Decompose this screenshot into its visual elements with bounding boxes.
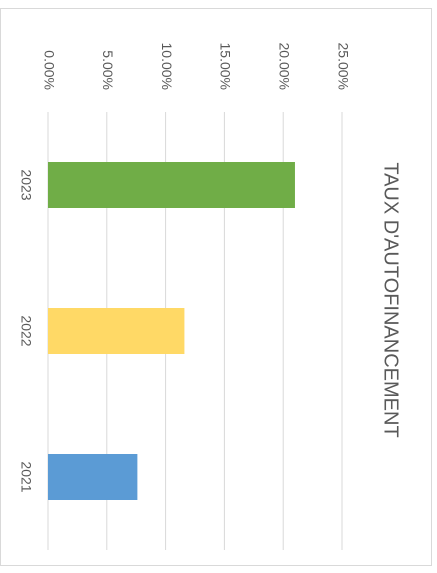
rotated-plot: TAUX D'AUTOFINANCEMENT 0.00% 5.00% 10.00% 1…	[18, 43, 402, 550]
y-tick-label: 20.00%	[276, 43, 292, 90]
y-tick-label: 10.00%	[159, 43, 175, 90]
bar	[48, 308, 185, 354]
x-tick-label: 2022	[18, 315, 34, 346]
y-tick-label: 0.00%	[41, 50, 57, 90]
x-tick-label: 2021	[18, 461, 34, 492]
chart-title: TAUX D'AUTOFINANCEMENT	[380, 162, 402, 437]
y-tick-label: 25.00%	[335, 43, 351, 90]
y-tick-label: 15.00%	[218, 43, 234, 90]
bar	[48, 162, 295, 208]
y-tick-label: 5.00%	[100, 50, 116, 90]
x-tick-label: 2023	[18, 169, 34, 200]
bar	[48, 454, 138, 500]
